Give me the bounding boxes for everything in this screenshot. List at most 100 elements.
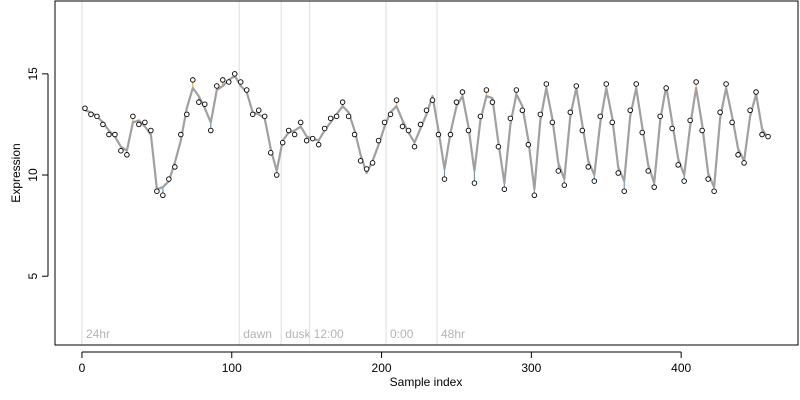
x-axis: 0 100 200 300 400 — [79, 351, 691, 375]
y-tick-label: 10 — [26, 168, 40, 182]
observed-points — [82, 71, 771, 199]
x-tick-label: 100 — [222, 361, 242, 375]
data-point — [585, 164, 592, 170]
data-point — [549, 119, 556, 126]
data-point — [393, 97, 400, 103]
data-point — [88, 111, 94, 118]
data-point — [441, 176, 448, 182]
x-tick-label: 0 — [79, 361, 86, 375]
data-point — [747, 107, 753, 114]
data-point — [561, 182, 568, 188]
data-point — [411, 143, 418, 150]
data-point — [675, 162, 681, 168]
data-point — [106, 131, 112, 138]
marker-label: dawn — [243, 327, 272, 341]
data-point — [621, 188, 627, 194]
data-point — [303, 137, 310, 144]
marker-label: 0:00 — [390, 327, 414, 341]
data-point — [255, 107, 262, 114]
data-point — [633, 81, 639, 87]
data-point — [291, 131, 298, 138]
data-point — [345, 113, 352, 120]
marker-label: dusk — [285, 327, 311, 341]
data-point — [567, 109, 574, 116]
data-point — [273, 172, 280, 178]
data-point — [423, 107, 430, 114]
data-point — [321, 125, 328, 132]
y-axis: 5 10 15 — [26, 67, 49, 280]
data-point — [190, 77, 196, 83]
data-point — [477, 113, 484, 120]
data-point — [399, 123, 406, 130]
data-point — [237, 79, 244, 85]
data-point — [429, 97, 436, 103]
data-point — [94, 113, 100, 120]
data-point — [100, 121, 106, 128]
data-point — [435, 131, 442, 138]
data-point — [699, 127, 705, 134]
marker-label: 48hr — [441, 327, 465, 341]
data-point — [333, 113, 340, 120]
data-point — [459, 89, 466, 95]
data-point — [531, 192, 538, 199]
data-point — [741, 160, 747, 166]
data-point — [483, 87, 490, 93]
data-point — [717, 109, 723, 116]
data-point — [453, 99, 460, 105]
data-point — [723, 81, 729, 87]
data-point — [369, 160, 376, 166]
x-tick-label: 400 — [671, 361, 691, 375]
data-point — [537, 111, 544, 118]
data-point — [154, 188, 160, 194]
data-point — [681, 178, 687, 184]
data-point — [112, 131, 118, 138]
data-point — [327, 115, 334, 122]
data-point — [363, 166, 370, 172]
data-point — [387, 111, 394, 118]
data-point — [519, 107, 526, 114]
data-point — [297, 119, 304, 126]
data-point — [579, 127, 586, 134]
fitted-series — [84, 74, 769, 191]
data-point — [405, 127, 412, 134]
data-point — [82, 105, 88, 111]
x-axis-label: Sample index — [390, 375, 463, 389]
data-point — [603, 81, 610, 87]
data-point — [669, 125, 675, 132]
data-point — [220, 77, 226, 83]
data-point — [657, 113, 663, 120]
data-point — [196, 99, 202, 105]
data-point — [309, 135, 316, 142]
data-point — [118, 147, 124, 154]
data-point — [357, 158, 364, 164]
data-point — [130, 113, 136, 120]
fitted-line — [84, 74, 769, 191]
marker-label: 24hr — [86, 327, 110, 341]
data-point — [447, 131, 454, 138]
data-point — [639, 129, 645, 136]
data-point — [513, 87, 520, 93]
data-point — [525, 141, 532, 148]
x-tick-label: 300 — [521, 361, 541, 375]
data-point — [375, 137, 382, 144]
data-point — [208, 127, 214, 134]
data-point — [729, 119, 735, 126]
data-point — [495, 143, 502, 150]
data-point — [249, 111, 256, 118]
data-point — [627, 107, 633, 114]
data-point — [172, 164, 178, 170]
data-point — [687, 117, 693, 124]
data-point — [543, 81, 550, 87]
y-tick-label: 5 — [26, 273, 40, 280]
data-point — [651, 184, 657, 190]
data-point — [471, 180, 478, 186]
data-point — [232, 71, 238, 77]
marker-label: 12:00 — [314, 327, 344, 341]
data-point — [663, 85, 669, 91]
data-point — [351, 131, 358, 138]
data-point — [597, 113, 604, 120]
data-point — [573, 83, 580, 89]
data-point — [465, 127, 472, 134]
data-point — [279, 139, 286, 146]
